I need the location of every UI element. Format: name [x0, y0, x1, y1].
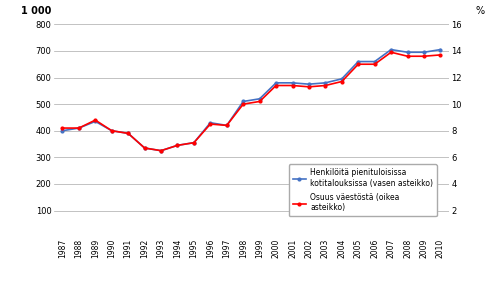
- Legend: Henkilöitä pienituloisissa
kotitalouksissa (vasen asteikko), Osuus väestöstä (oi: Henkilöitä pienituloisissa kotitalouksis…: [289, 164, 437, 216]
- Text: %: %: [475, 6, 484, 16]
- Text: 1 000: 1 000: [21, 6, 51, 16]
